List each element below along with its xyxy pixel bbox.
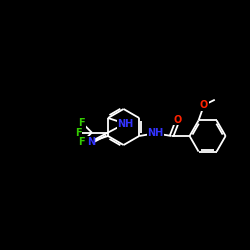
Text: F: F: [78, 118, 85, 128]
Text: F: F: [78, 138, 85, 147]
Text: N: N: [87, 136, 95, 146]
Text: F: F: [75, 128, 82, 138]
Text: NH: NH: [117, 118, 133, 128]
Text: NH: NH: [147, 128, 164, 138]
Text: O: O: [174, 115, 182, 125]
Text: O: O: [200, 100, 208, 110]
